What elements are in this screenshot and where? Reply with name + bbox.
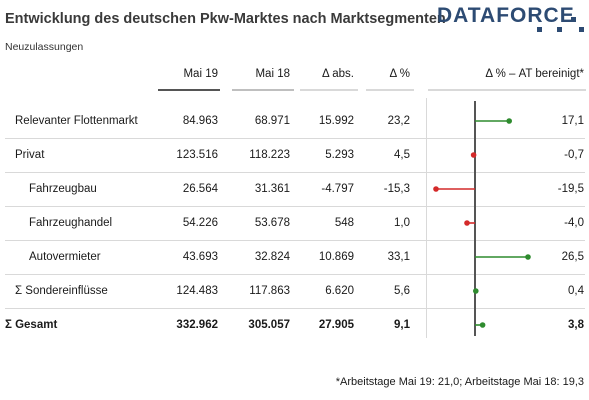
row-divider: [5, 172, 585, 173]
cell-delta-at: -0,7: [564, 149, 584, 161]
cell-mai19: 54.226: [182, 217, 218, 229]
cell-mai18: 53.678: [254, 217, 290, 229]
cell-delta-at: 3,8: [568, 319, 584, 331]
zero-axis: [474, 101, 476, 336]
logo-text: DATAFORCE: [437, 4, 575, 27]
cell-delta-abs: -4.797: [321, 183, 354, 195]
cell-delta-pct: 9,1: [394, 319, 410, 331]
header-underline-delta-abs: [300, 89, 358, 91]
header-underline-mai18: [232, 89, 294, 91]
row-label: Σ Sondereinflüsse: [15, 285, 108, 297]
logo-dot: [557, 27, 562, 32]
lollipop-dot: [464, 220, 470, 226]
cell-delta-at: 26,5: [561, 251, 584, 263]
chart-title: Entwicklung des deutschen Pkw-Marktes na…: [5, 11, 446, 27]
row-label: Relevanter Flottenmarkt: [15, 115, 138, 127]
cell-mai19: 43.693: [182, 251, 218, 263]
header-underline-delta-at: [428, 89, 586, 91]
row-label: Fahrzeugbau: [29, 183, 97, 195]
row-label: Privat: [15, 149, 45, 161]
header-delta-abs: Δ abs.: [322, 68, 354, 80]
cell-delta-at: -19,5: [557, 183, 584, 195]
lollipop-dot: [525, 254, 531, 260]
cell-delta-pct: -15,3: [383, 183, 410, 195]
column-separator: [426, 98, 427, 338]
header-delta-at: Δ % – AT bereinigt*: [485, 68, 584, 80]
cell-delta-at: 17,1: [561, 115, 584, 127]
cell-delta-pct: 4,5: [394, 149, 410, 161]
cell-delta-abs: 548: [334, 217, 354, 229]
lollipop-dot: [506, 118, 512, 124]
cell-delta-abs: 5.293: [325, 149, 354, 161]
cell-mai18: 305.057: [248, 319, 290, 331]
cell-mai18: 118.223: [249, 149, 290, 161]
cell-delta-abs: 15.992: [318, 115, 354, 127]
cell-mai18: 68.971: [254, 115, 290, 127]
chart-subtitle: Neuzulassungen: [5, 41, 84, 53]
header-mai19: Mai 19: [183, 68, 218, 80]
row-label: Σ Gesamt: [5, 319, 58, 331]
header-delta-pct: Δ %: [389, 68, 410, 80]
lollipop-dot: [470, 152, 477, 158]
cell-mai19: 26.564: [182, 183, 218, 195]
cell-mai19: 123.516: [176, 149, 218, 161]
dataforce-logo: DATAFORCE: [437, 4, 587, 34]
row-divider: [5, 240, 585, 241]
header-underline-delta-pct: [366, 89, 414, 91]
row-divider: [5, 308, 585, 309]
cell-delta-pct: 5,6: [394, 285, 410, 297]
cell-delta-at: -4,0: [564, 217, 584, 229]
cell-mai19: 124.483: [176, 285, 218, 297]
footnote: *Arbeitstage Mai 19: 21,0; Arbeitstage M…: [335, 376, 584, 388]
logo-dot: [537, 27, 542, 32]
cell-delta-pct: 1,0: [394, 217, 410, 229]
cell-mai19: 84.963: [182, 115, 218, 127]
cell-mai18: 32.824: [254, 251, 290, 263]
logo-dot: [571, 17, 576, 22]
lollipop-dot: [433, 186, 439, 192]
cell-mai18: 31.361: [254, 183, 290, 195]
logo-dot: [579, 27, 584, 32]
cell-delta-pct: 33,1: [387, 251, 410, 263]
cell-delta-pct: 23,2: [387, 115, 410, 127]
row-divider: [5, 206, 585, 207]
header-underline-mai19: [158, 89, 220, 91]
cell-delta-at: 0,4: [568, 285, 584, 297]
row-divider: [5, 274, 585, 275]
lollipop-dot: [479, 322, 486, 328]
header-mai18: Mai 18: [255, 68, 290, 80]
cell-delta-abs: 10.869: [318, 251, 354, 263]
cell-mai19: 332.962: [176, 319, 218, 331]
cell-delta-abs: 27.905: [318, 319, 354, 331]
cell-delta-abs: 6.620: [325, 285, 354, 297]
row-label: Autovermieter: [29, 251, 101, 263]
cell-mai18: 117.863: [249, 285, 290, 297]
row-label: Fahrzeughandel: [29, 217, 113, 229]
lollipop-dot: [473, 288, 479, 294]
row-divider: [5, 138, 585, 139]
